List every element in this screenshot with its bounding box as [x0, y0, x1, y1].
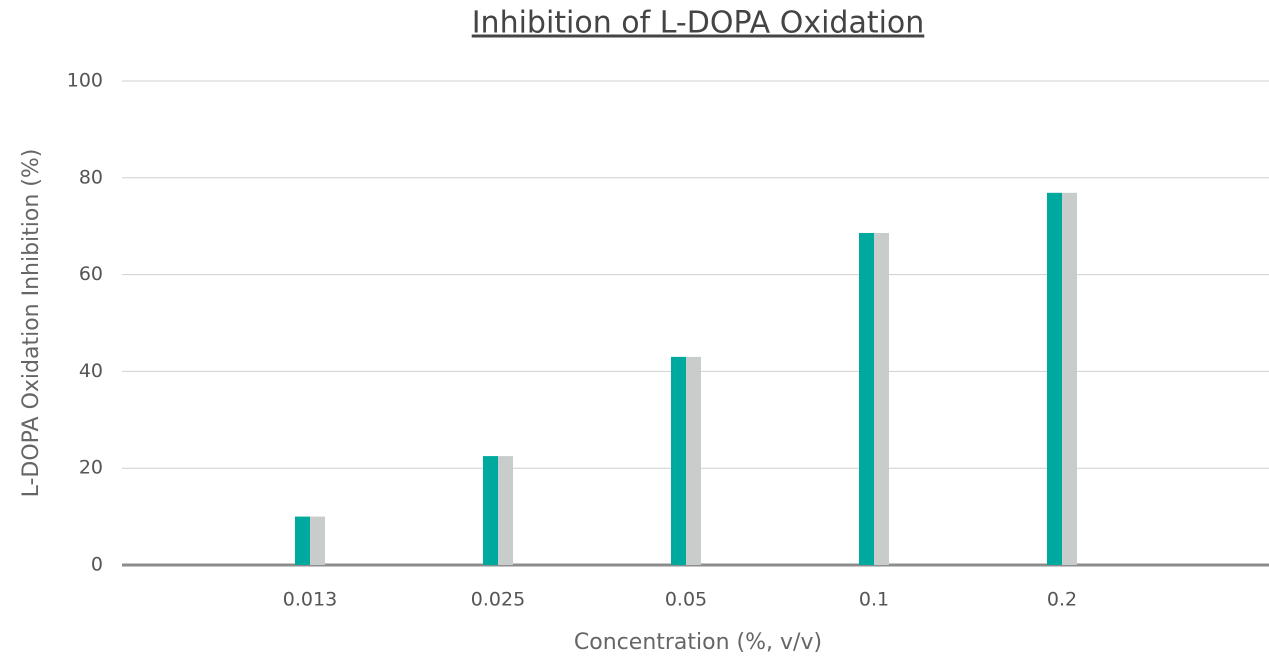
- x-tick-label: 0.025: [471, 589, 525, 611]
- x-axis-title: Concentration (%, v/v): [574, 630, 822, 655]
- y-tick-label: 40: [79, 360, 103, 382]
- bar: [671, 356, 686, 565]
- chart-title: Inhibition of L-DOPA Oxidation: [472, 6, 925, 41]
- y-axis-title: L-DOPA Oxidation Inhibition (%): [19, 149, 44, 498]
- bar: [686, 356, 701, 565]
- bar: [483, 456, 498, 565]
- y-tick-label: 60: [79, 263, 103, 285]
- bar: [310, 516, 325, 565]
- y-tick-label: 100: [67, 70, 103, 92]
- bar: [295, 516, 310, 565]
- bar: [859, 232, 874, 565]
- bar: [1062, 192, 1077, 565]
- y-tick-label: 80: [79, 166, 103, 188]
- x-tick-label: 0.013: [283, 589, 337, 611]
- x-tick-label: 0.1: [859, 589, 889, 611]
- x-tick-label: 0.2: [1047, 589, 1077, 611]
- x-tick-label: 0.05: [665, 589, 707, 611]
- bar: [1047, 192, 1062, 565]
- y-tick-label: 0: [91, 554, 103, 576]
- bar: [874, 232, 889, 565]
- y-tick-label: 20: [79, 457, 103, 479]
- bar: [498, 456, 513, 565]
